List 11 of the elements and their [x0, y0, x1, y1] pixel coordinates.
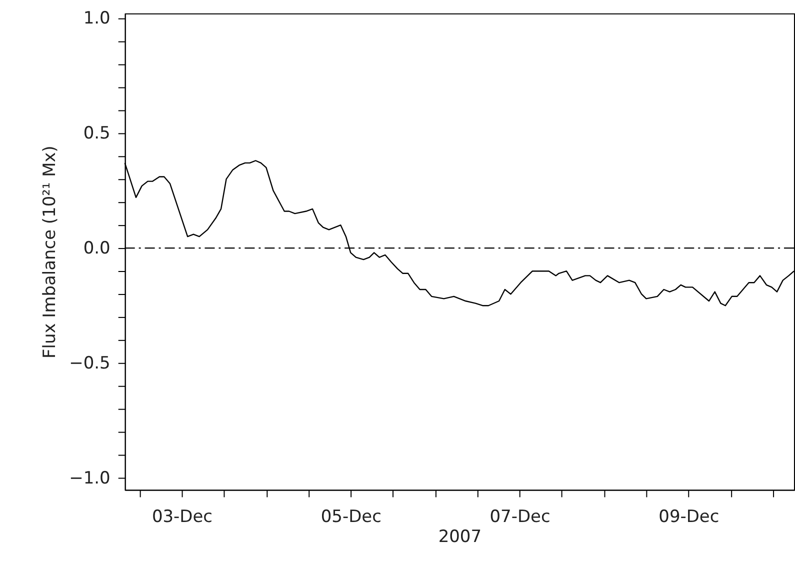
x-tick-label: 07-Dec	[490, 507, 550, 528]
y-tick-label: −1.0	[69, 468, 110, 489]
x-axis-title: 2007	[438, 527, 482, 548]
y-tick-label: 1.0	[83, 8, 110, 28]
y-tick-label: −0.5	[69, 354, 110, 374]
x-tick-label: 03-Dec	[152, 507, 213, 528]
y-tick-label: 0.0	[83, 238, 110, 259]
x-tick-label: 09-Dec	[658, 507, 720, 528]
y-tick-label: 0.5	[83, 124, 110, 144]
x-tick-label: 05-Dec	[320, 507, 382, 528]
y-axis-title: Flux Imbalance (10²¹ Mx)	[40, 146, 60, 358]
